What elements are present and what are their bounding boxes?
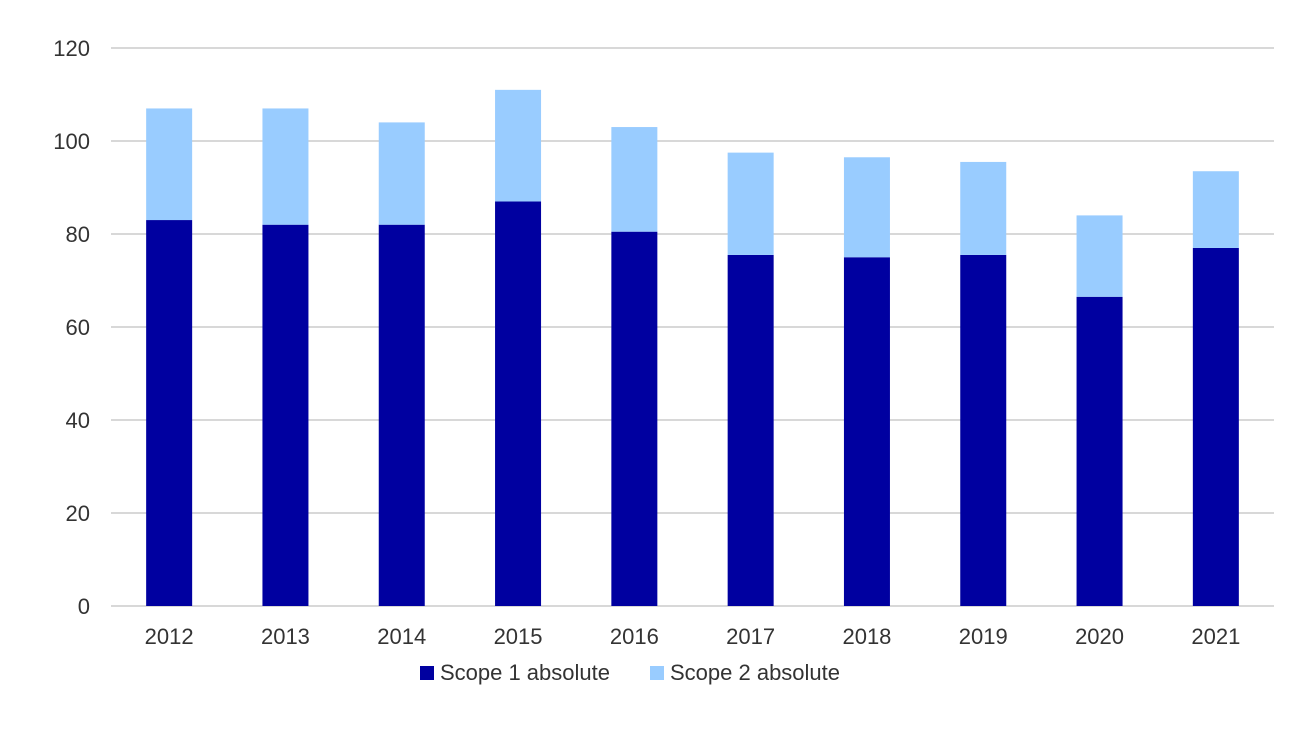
- y-tick-label: 100: [53, 129, 90, 154]
- bar-scope-2-2020: [1076, 215, 1123, 297]
- x-tick-label: 2017: [726, 624, 775, 649]
- y-tick-label: 0: [78, 594, 90, 619]
- bar-scope-2-2015: [495, 89, 542, 202]
- legend-item-scope-1: Scope 1 absolute: [419, 660, 610, 686]
- bars: [146, 89, 1239, 607]
- x-tick-label: 2014: [377, 624, 426, 649]
- x-tick-label: 2015: [494, 624, 543, 649]
- bar-scope-2-2012: [146, 108, 193, 221]
- x-tick-label: 2018: [842, 624, 891, 649]
- x-tick-label: 2020: [1075, 624, 1124, 649]
- legend-swatch-scope-2: [650, 666, 664, 680]
- bar-scope-1-2018: [843, 257, 890, 606]
- bar-scope-2-2017: [727, 152, 774, 255]
- x-tick-label: 2016: [610, 624, 659, 649]
- y-tick-label: 40: [66, 408, 90, 433]
- bar-scope-2-2021: [1192, 171, 1239, 248]
- x-tick-label: 2012: [145, 624, 194, 649]
- legend-item-scope-2: Scope 2 absolute: [650, 660, 840, 686]
- y-tick-label: 60: [66, 315, 90, 340]
- legend-label-scope-1: Scope 1 absolute: [439, 660, 610, 685]
- bar-scope-2-2013: [262, 108, 309, 225]
- x-axis-tick-labels: 2012 2013 2014 2015 2016 2017 2018 2019 2020 2021: [145, 624, 1241, 649]
- bar-scope-1-2015: [495, 201, 542, 606]
- bar-scope-1-2021: [1192, 247, 1239, 606]
- bar-scope-1-2016: [611, 231, 658, 607]
- y-tick-label: 80: [66, 222, 90, 247]
- y-tick-label: 120: [53, 36, 90, 61]
- x-tick-label: 2019: [959, 624, 1008, 649]
- bar-scope-2-2018: [843, 157, 890, 258]
- x-tick-label: 2013: [261, 624, 310, 649]
- bar-scope-2-2019: [960, 161, 1007, 255]
- bar-scope-1-2017: [727, 254, 774, 607]
- bar-scope-2-2016: [611, 127, 658, 232]
- bar-scope-1-2019: [960, 254, 1007, 607]
- y-tick-label: 20: [66, 501, 90, 526]
- legend-swatch-scope-1: [419, 666, 434, 680]
- bar-scope-1-2012: [146, 220, 193, 607]
- bar-scope-2-2014: [378, 122, 425, 225]
- legend: Scope 1 absolute Scope 2 absolute: [0, 660, 1260, 686]
- bar-scope-1-2014: [378, 224, 425, 606]
- bar-scope-1-2013: [262, 224, 309, 606]
- x-tick-label: 2021: [1191, 624, 1240, 649]
- bar-scope-1-2020: [1076, 296, 1123, 606]
- legend-label-scope-2: Scope 2 absolute: [670, 660, 841, 685]
- y-axis-tick-labels: 0 20 40 60 80 100 120: [53, 36, 90, 619]
